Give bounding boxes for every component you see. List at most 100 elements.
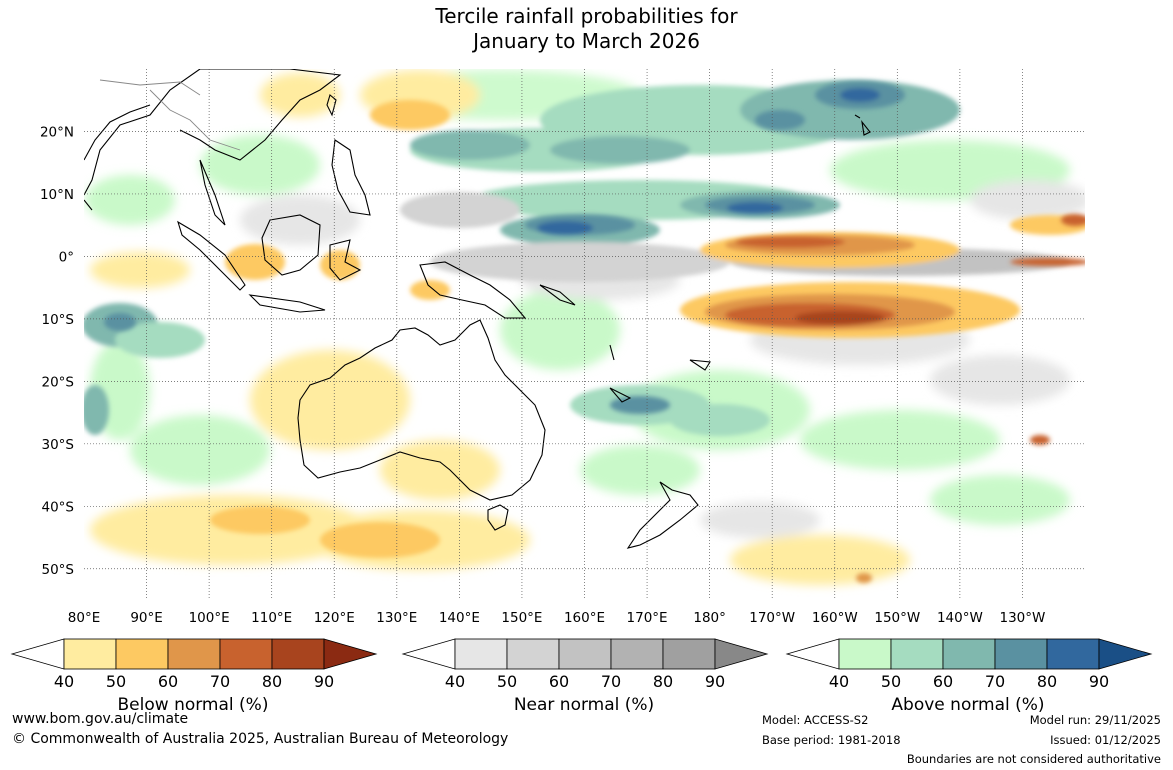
model-run: Model run: 29/11/2025 bbox=[1029, 713, 1161, 727]
india-coast bbox=[84, 104, 151, 161]
sumatra-coast bbox=[177, 220, 246, 291]
near-colorbar: 40 50 60 70 80 90 bbox=[401, 638, 769, 691]
colorbar-segment bbox=[994, 638, 1048, 670]
boundaries-note: Boundaries are not considered authoritat… bbox=[906, 752, 1161, 766]
colorbar-tick-label: 60 bbox=[549, 672, 569, 691]
longitude-tick-label: 130°E bbox=[376, 610, 417, 626]
colorbar-tick-label: 80 bbox=[262, 672, 282, 691]
colorbar-tick-label: 80 bbox=[653, 672, 673, 691]
colorbar-segment bbox=[558, 638, 612, 670]
base-period: Base period: 1981-2018 bbox=[762, 733, 901, 747]
colorbar-segment bbox=[610, 638, 664, 670]
title-line-1: Tercile rainfall probabilities for bbox=[435, 4, 738, 28]
longitude-labels: 80°E 90°E 100°E 110°E 120°E 130°E 140°E 150°E 16… bbox=[68, 610, 1046, 626]
longitude-tick-label: 180° bbox=[693, 610, 726, 626]
borneo-coast bbox=[261, 214, 321, 276]
colorbar-segment bbox=[662, 638, 716, 670]
probability-field bbox=[84, 69, 1085, 600]
colorbar-segment bbox=[271, 638, 325, 670]
indochina-coast bbox=[84, 69, 342, 226]
colorbar-tick-label: 90 bbox=[1089, 672, 1109, 691]
java-coast bbox=[248, 294, 326, 313]
above-colorbar: 40 50 60 70 80 90 bbox=[785, 638, 1153, 691]
latitude-tick-label: 50°S bbox=[42, 562, 75, 578]
colorbar-segment bbox=[942, 638, 996, 670]
latitude-tick-label: 10°N bbox=[40, 187, 74, 203]
colorbar-segment bbox=[115, 638, 169, 670]
colorbar-left-extension bbox=[785, 638, 840, 670]
latitude-tick-label: 40°S bbox=[42, 499, 75, 515]
colorbar-left-extension bbox=[401, 638, 456, 670]
colorbar-segment bbox=[167, 638, 221, 670]
longitude-tick-label: 150°E bbox=[501, 610, 542, 626]
above-normal-label: Above normal (%) bbox=[891, 695, 1045, 715]
latitude-tick-label: 20°N bbox=[40, 124, 74, 140]
colorbar-tick-label: 50 bbox=[881, 672, 901, 691]
title-line-2: January to March 2026 bbox=[473, 29, 700, 53]
colorbar-segment bbox=[219, 638, 273, 670]
longitude-tick-label: 160°W bbox=[812, 610, 858, 626]
colorbar-tick-label: 60 bbox=[158, 672, 178, 691]
colorbar-tick-label: 70 bbox=[601, 672, 621, 691]
longitude-tick-label: 90°E bbox=[130, 610, 162, 626]
colorbars: 40 50 60 70 80 90 40 50 60 70 80 90 40 50 60 70 80 90 bbox=[10, 638, 1153, 691]
colorbar-segment bbox=[63, 638, 117, 670]
longitude-tick-label: 140°E bbox=[439, 610, 480, 626]
near-normal-label: Near normal (%) bbox=[513, 695, 655, 715]
gridlines bbox=[84, 69, 1085, 600]
colorbar-segment bbox=[838, 638, 892, 670]
below-normal-label: Below normal (%) bbox=[117, 695, 269, 715]
longitude-tick-label: 130°W bbox=[1000, 610, 1046, 626]
longitude-tick-label: 120°E bbox=[314, 610, 355, 626]
colorbar-segment bbox=[1046, 638, 1100, 670]
australia-coast bbox=[297, 319, 546, 501]
latitude-tick-label: 10°S bbox=[42, 312, 75, 328]
latitude-tick-label: 20°S bbox=[42, 374, 75, 390]
vanuatu-fiji-coast bbox=[609, 344, 711, 403]
longitude-tick-label: 170°E bbox=[627, 610, 668, 626]
colorbar-tick-label: 90 bbox=[314, 672, 334, 691]
longitude-tick-label: 100°E bbox=[189, 610, 230, 626]
longitude-tick-label: 150°W bbox=[874, 610, 920, 626]
colorbar-tick-label: 90 bbox=[705, 672, 725, 691]
colorbar-right-extension bbox=[714, 638, 769, 670]
latitude-tick-label: 0° bbox=[59, 249, 74, 265]
model-name: Model: ACCESS-S2 bbox=[762, 713, 869, 727]
hawaii-coast bbox=[854, 114, 871, 136]
colorbar-tick-label: 40 bbox=[829, 672, 849, 691]
longitude-tick-label: 170°W bbox=[749, 610, 795, 626]
below-colorbar: 40 50 60 70 80 90 bbox=[10, 638, 378, 691]
colorbar-tick-label: 40 bbox=[445, 672, 465, 691]
colorbar-right-extension bbox=[323, 638, 378, 670]
colorbar-tick-label: 70 bbox=[985, 672, 1005, 691]
copyright: © Commonwealth of Australia 2025, Austra… bbox=[12, 731, 509, 747]
colorbar-tick-label: 40 bbox=[54, 672, 74, 691]
tasmania-coast bbox=[487, 504, 509, 531]
longitude-tick-label: 80°E bbox=[68, 610, 100, 626]
colorbar-segment bbox=[506, 638, 560, 670]
colorbar-tick-label: 50 bbox=[106, 672, 126, 691]
colorbar-tick-label: 50 bbox=[497, 672, 517, 691]
coastlines bbox=[84, 69, 871, 549]
colorbar-tick-label: 80 bbox=[1037, 672, 1057, 691]
longitude-tick-label: 140°W bbox=[937, 610, 983, 626]
taiwan-coast bbox=[326, 94, 337, 117]
new-zealand-coast bbox=[626, 481, 699, 549]
colorbar-tick-label: 60 bbox=[933, 672, 953, 691]
latitude-labels: 20°N 10°N 0° 10°S 20°S 30°S 40°S 50°S bbox=[40, 124, 74, 577]
colorbar-right-extension bbox=[1098, 638, 1153, 670]
longitude-tick-label: 160°E bbox=[564, 610, 605, 626]
issued-date: Issued: 01/12/2025 bbox=[1050, 733, 1161, 747]
new-guinea-coast bbox=[419, 261, 527, 319]
sulawesi-coast bbox=[329, 239, 362, 281]
map-title: Tercile rainfall probabilities for Janua… bbox=[0, 4, 1173, 54]
solomon-coast bbox=[539, 284, 576, 306]
colorbar-segment bbox=[454, 638, 508, 670]
colorbar-tick-label: 70 bbox=[210, 672, 230, 691]
colorbar-segment bbox=[890, 638, 944, 670]
country-borders bbox=[99, 79, 241, 151]
colorbar-left-extension bbox=[10, 638, 65, 670]
latitude-tick-label: 30°S bbox=[42, 437, 75, 453]
bom-url: www.bom.gov.au/climate bbox=[12, 711, 189, 727]
